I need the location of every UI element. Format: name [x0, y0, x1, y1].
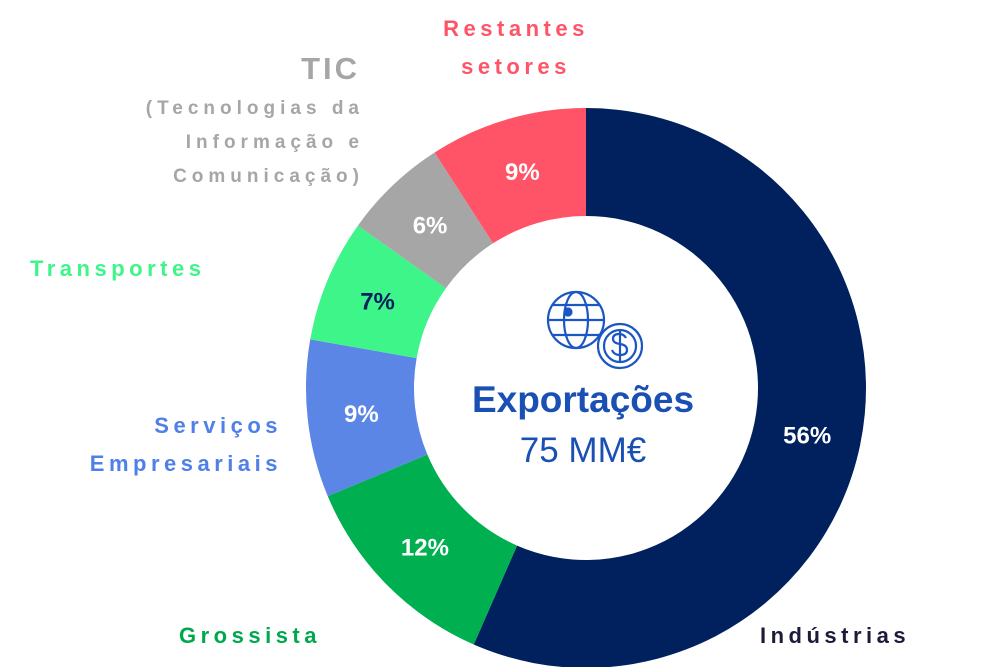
category-label: Restantes setores: [443, 16, 589, 79]
value-label: 12%: [401, 535, 449, 562]
center-title: Exportações: [472, 379, 694, 420]
annotation: (Tecnologias da Informação e Comunicação…: [145, 98, 364, 187]
donut-slice: [327, 454, 518, 645]
donut-slice: [306, 339, 428, 497]
center-subtitle: 75 MM€: [520, 431, 646, 470]
donut-slice: [357, 152, 494, 289]
donut-slice: [310, 225, 446, 359]
globe-dollar-icon: [546, 290, 644, 370]
category-label: TIC: [301, 51, 360, 86]
category-label: Indústrias: [760, 623, 911, 648]
category-label: Grossista: [179, 623, 321, 648]
category-label: Transportes: [30, 256, 206, 281]
category-label: Serviços Empresariais: [89, 413, 282, 476]
value-label: 9%: [344, 401, 379, 428]
donut-slice: [434, 108, 586, 244]
donut-slice: [473, 108, 866, 667]
value-label: 7%: [360, 289, 395, 316]
value-label: 6%: [413, 212, 448, 239]
value-label: 9%: [505, 159, 540, 186]
value-label: 56%: [783, 422, 831, 449]
